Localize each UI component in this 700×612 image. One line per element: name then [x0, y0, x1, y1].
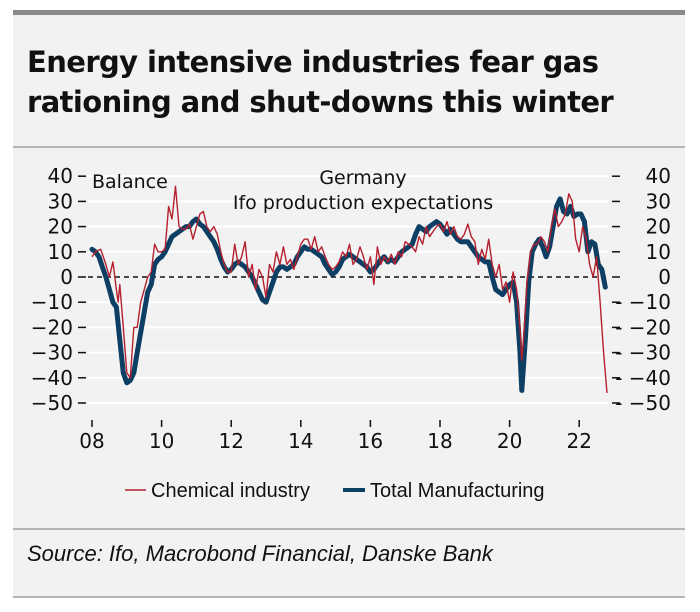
y-tick-label-left: 20 [48, 215, 73, 239]
bottom-divider [13, 596, 685, 598]
y-tick-label-right: 40 [646, 164, 671, 188]
y-tick-label-left: −50 [31, 391, 73, 415]
chart-annotation-line-2: Ifo production expectations [233, 192, 493, 214]
x-tick-label: 14 [288, 429, 313, 453]
series-line-total-manufacturing [89, 196, 608, 393]
y-tick-label-right: 0 [658, 265, 671, 289]
series-line-chemical-industry [91, 185, 608, 393]
y-tick-label-right: - −40 [615, 366, 671, 390]
x-tick-label: 12 [218, 429, 243, 453]
legend-label-total-manufacturing: Total Manufacturing [370, 480, 545, 502]
y-tick-label-right: 30 [646, 189, 671, 213]
x-tick-label: 16 [358, 429, 383, 453]
y-tick-label-right: - −30 [615, 341, 671, 365]
legend-label-chemical-industry: Chemical industry [151, 480, 310, 502]
title-line-2: rationing and shut-downs this winter [27, 85, 614, 119]
x-axis: 08 10 12 14 16 18 20 22 [79, 420, 592, 453]
y-tick-label-left: 10 [48, 240, 73, 264]
y-tick-label-left: −40 [31, 366, 73, 390]
y-tick-label-left: −20 [31, 315, 73, 339]
x-tick-label: 18 [427, 429, 452, 453]
y-tick-label-left: −30 [31, 341, 73, 365]
chart-annotation-line-1: Germany [319, 167, 406, 189]
y-tick-label-right: - −50 [615, 391, 671, 415]
y-tick-label-right: 20 [646, 215, 671, 239]
y-tick-label-right: - −20 [615, 315, 671, 339]
x-tick-label: 10 [149, 429, 174, 453]
source-note: Source: Ifo, Macrobond Financial, Danske… [27, 541, 493, 566]
chart-title: Energy intensive industries fear gas rat… [27, 42, 614, 122]
legend: Chemical industry Total Manufacturing [125, 480, 545, 502]
y-tick-label-left: 40 [48, 164, 73, 188]
x-tick-label: 22 [566, 429, 591, 453]
y-tick-label-right: 10 [646, 240, 671, 264]
x-tick-label: 20 [497, 429, 522, 453]
y-tick-label-left: 30 [48, 189, 73, 213]
y-axis-label: Balance [92, 171, 168, 193]
y-tick-label-left: −10 [31, 290, 73, 314]
y-tick-label-left: 0 [60, 265, 73, 289]
title-line-1: Energy intensive industries fear gas [27, 45, 599, 79]
x-tick-label: 08 [79, 429, 104, 453]
y-tick-label-right: - −10 [615, 290, 671, 314]
top-frame-bar [13, 10, 685, 15]
source-divider [13, 528, 685, 530]
title-divider [13, 146, 685, 148]
